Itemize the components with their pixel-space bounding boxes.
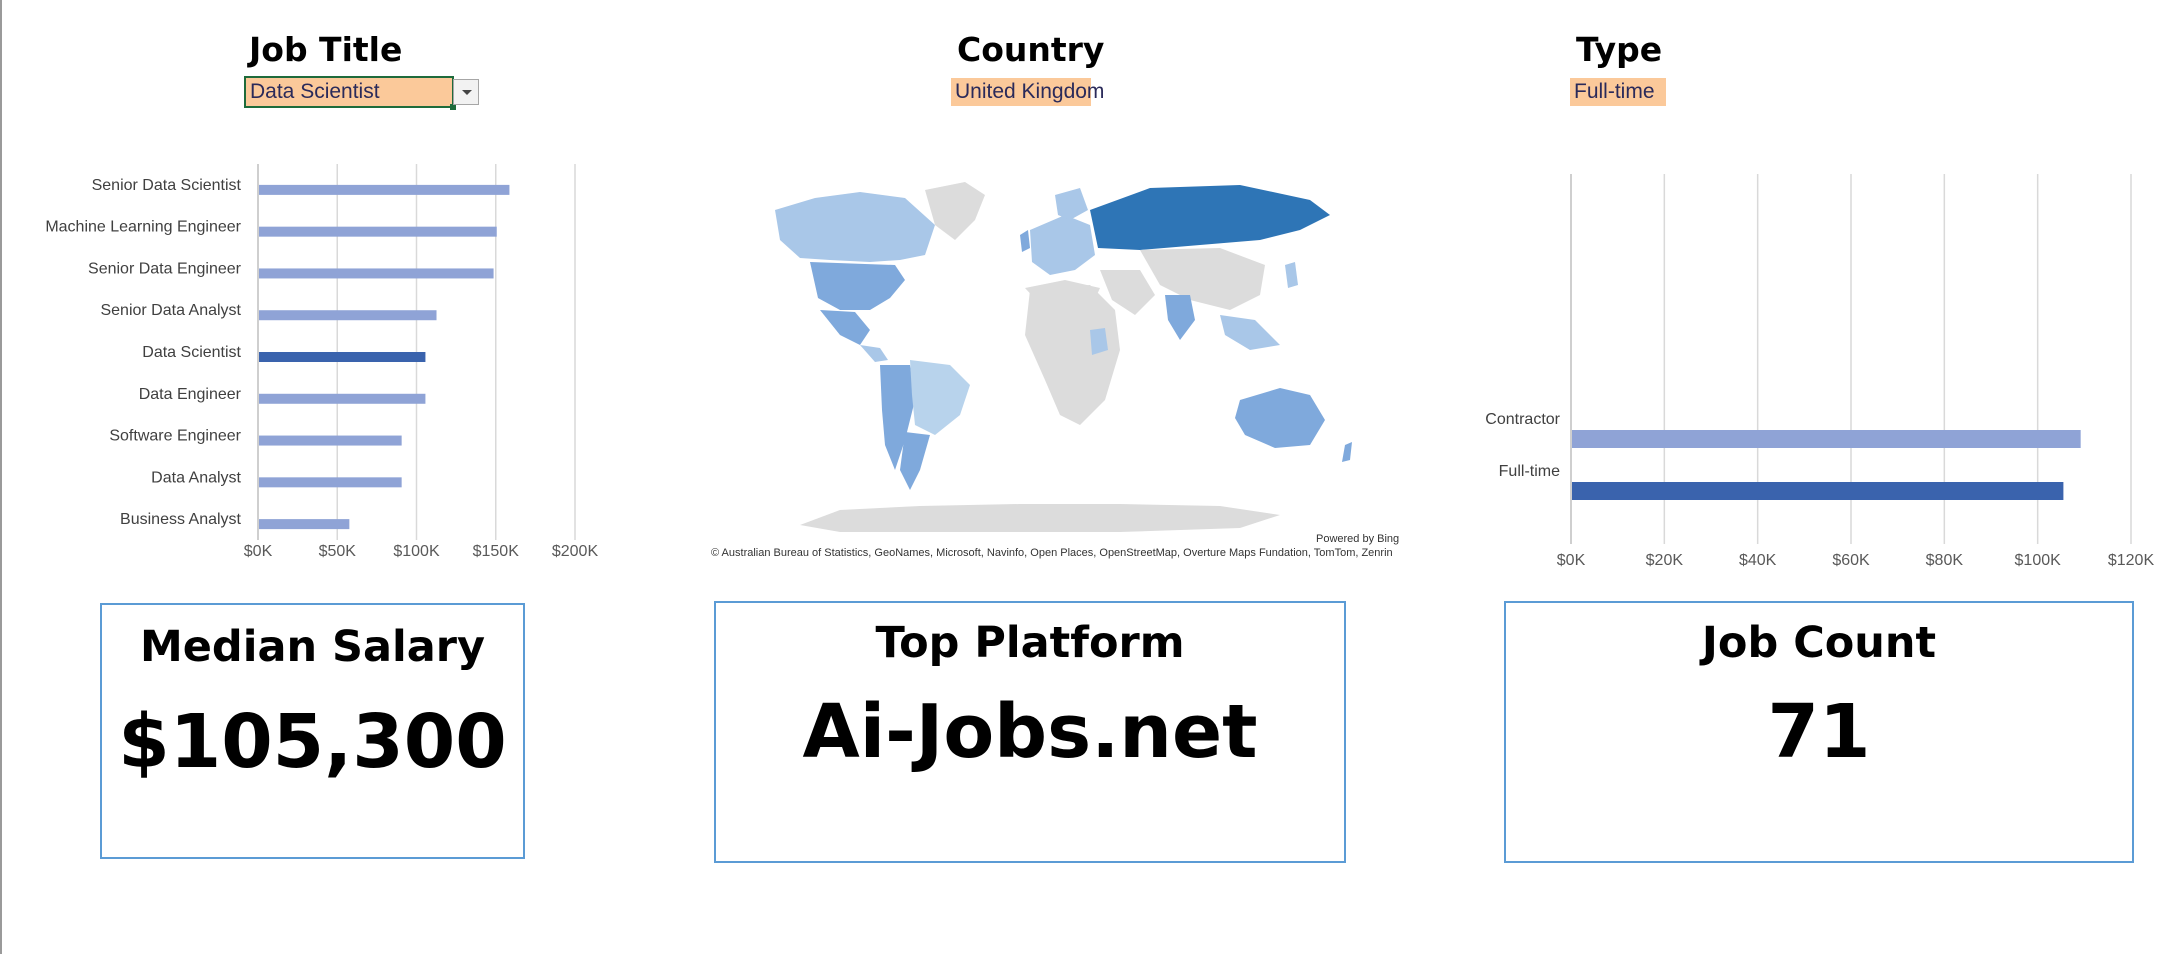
x-tick-label: $20K bbox=[1646, 552, 1684, 569]
bar-data-engineer[interactable] bbox=[259, 393, 426, 404]
bar-data-analyst[interactable] bbox=[259, 477, 402, 488]
type-heading: Type bbox=[1576, 30, 1663, 69]
bar-full-time[interactable] bbox=[1572, 482, 2064, 500]
x-tick-label: $0K bbox=[244, 543, 273, 560]
category-label: Contractor bbox=[1485, 411, 1560, 428]
median-salary-card: Median Salary $105,300 bbox=[100, 603, 525, 859]
x-tick-label: $60K bbox=[1832, 552, 1870, 569]
bar-data-scientist[interactable] bbox=[259, 352, 426, 362]
category-label: Data Analyst bbox=[151, 469, 241, 486]
top-platform-value: Ai-Jobs.net bbox=[802, 689, 1258, 775]
map-asia bbox=[1140, 248, 1265, 310]
cell-fill-handle[interactable] bbox=[450, 104, 456, 110]
job-title-value[interactable]: Data Scientist bbox=[246, 78, 452, 106]
map-southeast-asia bbox=[1220, 315, 1280, 350]
map-russia bbox=[1090, 185, 1330, 250]
x-tick-label: $100K bbox=[2015, 552, 2062, 569]
map-new-zealand bbox=[1342, 442, 1352, 462]
bar-senior-data-analyst[interactable] bbox=[259, 310, 437, 321]
job-title-heading: Job Title bbox=[249, 30, 403, 69]
type-value[interactable]: Full-time bbox=[1570, 78, 1666, 106]
map-europe bbox=[1030, 215, 1095, 275]
x-tick-label: $100K bbox=[393, 543, 440, 560]
map-attribution: © Australian Bureau of Statistics, GeoNa… bbox=[711, 547, 1393, 559]
median-salary-value: $105,300 bbox=[118, 699, 507, 785]
country-value-cell[interactable] bbox=[951, 78, 1091, 106]
top-platform-title: Top Platform bbox=[875, 618, 1185, 668]
map-south-america-west bbox=[880, 365, 915, 470]
map-japan bbox=[1285, 262, 1298, 288]
bar-software-engineer[interactable] bbox=[259, 435, 402, 446]
median-salary-title: Median Salary bbox=[139, 622, 486, 672]
country-map bbox=[775, 182, 1352, 532]
map-greenland bbox=[925, 182, 985, 240]
job-count-card: Job Count 71 bbox=[1504, 601, 2134, 863]
category-label: Full-time bbox=[1499, 463, 1560, 480]
map-uk bbox=[1020, 230, 1030, 252]
map-powered-by: Powered by Bing bbox=[1316, 533, 1400, 545]
type-salary-chart: $0K $20K $40K $60K $80K $100K $120K Contractor F… bbox=[1485, 174, 2155, 569]
map-antarctica bbox=[800, 504, 1280, 532]
country-heading: Country bbox=[957, 30, 1105, 69]
map-east-africa bbox=[1090, 328, 1108, 355]
category-label: Machine Learning Engineer bbox=[45, 219, 241, 236]
category-label: Data Engineer bbox=[139, 386, 242, 403]
map-scandinavia bbox=[1055, 188, 1088, 220]
job-count-title: Job Count bbox=[1701, 618, 1937, 668]
map-north-africa bbox=[1025, 280, 1100, 315]
bar-business-analyst[interactable] bbox=[259, 519, 350, 530]
job-title-dropdown-button[interactable] bbox=[453, 79, 479, 105]
map-usa bbox=[810, 262, 905, 310]
bar-contractor[interactable] bbox=[1572, 430, 2081, 448]
sheet-left-border bbox=[0, 0, 2, 954]
category-label: Data Scientist bbox=[142, 344, 241, 361]
job-count-value: 71 bbox=[1767, 689, 1871, 775]
bar-senior-data-scientist[interactable] bbox=[259, 184, 510, 195]
bar-senior-data-engineer[interactable] bbox=[259, 268, 494, 279]
map-australia bbox=[1235, 388, 1325, 448]
bar-machine-learning-engineer[interactable] bbox=[259, 226, 497, 237]
category-label: Software Engineer bbox=[109, 428, 241, 445]
x-tick-label: $40K bbox=[1739, 552, 1777, 569]
job-title-salary-chart: $0K $50K $100K $150K $200K Senior Data Scient… bbox=[45, 164, 599, 560]
category-label: Senior Data Analyst bbox=[100, 302, 241, 319]
map-canada bbox=[775, 192, 935, 262]
x-tick-label: $80K bbox=[1926, 552, 1964, 569]
x-tick-label: $200K bbox=[552, 543, 599, 560]
category-label: Business Analyst bbox=[120, 511, 242, 528]
x-tick-label: $120K bbox=[2108, 552, 2155, 569]
category-label: Senior Data Engineer bbox=[88, 260, 242, 277]
map-mexico bbox=[820, 310, 870, 345]
map-india bbox=[1165, 295, 1195, 340]
map-africa bbox=[1025, 285, 1120, 425]
top-platform-card: Top Platform Ai-Jobs.net bbox=[714, 601, 1346, 863]
map-argentina bbox=[900, 432, 930, 490]
map-brazil bbox=[910, 360, 970, 435]
x-tick-label: $50K bbox=[319, 543, 357, 560]
x-tick-label: $150K bbox=[473, 543, 520, 560]
map-central-america bbox=[860, 345, 888, 362]
country-value: United Kingdom bbox=[955, 80, 1105, 103]
category-label: Senior Data Scientist bbox=[92, 177, 242, 194]
x-tick-label: $0K bbox=[1557, 552, 1586, 569]
map-middle-east bbox=[1100, 270, 1155, 315]
